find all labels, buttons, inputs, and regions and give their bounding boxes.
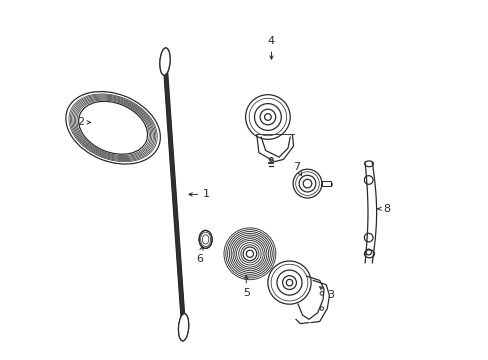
Text: 2: 2 [77,117,90,127]
Text: 3: 3 [319,287,334,300]
Text: 8: 8 [377,204,389,214]
Text: 6: 6 [196,247,203,264]
Text: 5: 5 [243,276,249,298]
Bar [321,181,330,186]
Ellipse shape [199,230,212,248]
Text: 1: 1 [188,189,210,199]
Ellipse shape [178,314,188,341]
Text: 7: 7 [292,162,301,176]
Text: 4: 4 [267,36,274,59]
Ellipse shape [160,48,170,75]
